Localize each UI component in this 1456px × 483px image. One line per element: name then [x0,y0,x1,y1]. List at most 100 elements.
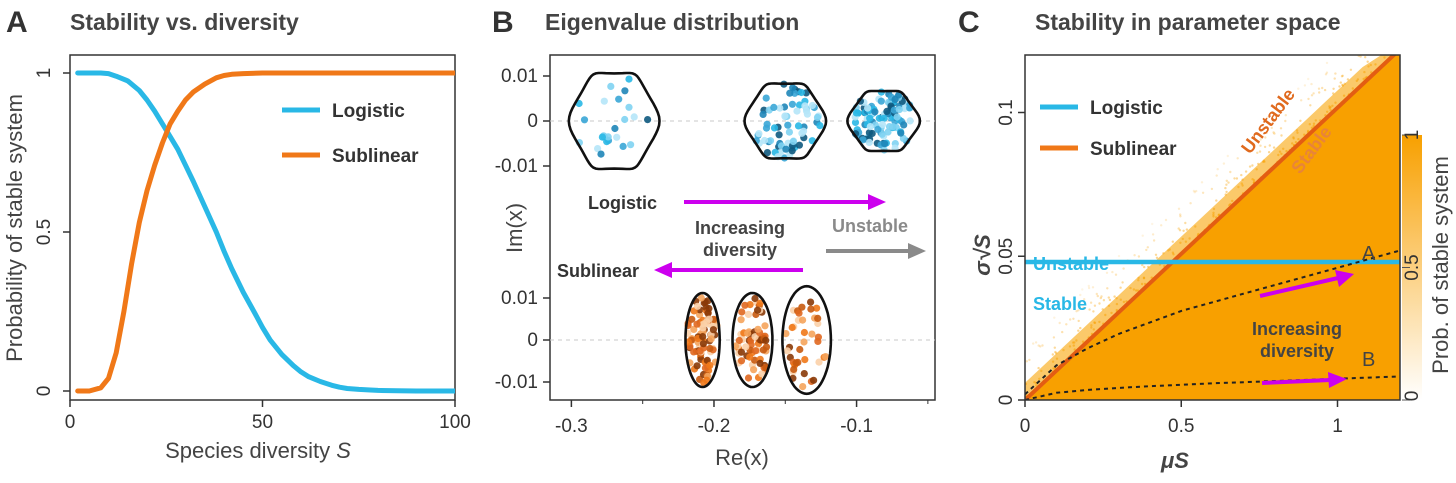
panel-b-sublinear-point [690,348,698,356]
panel-c-speckle [1040,369,1043,373]
panel-b-sublinear-point [761,322,769,330]
panel-b-logistic-point [621,115,629,124]
panel-c-speckle [1152,239,1156,242]
panel-b-logistic-point [788,147,796,155]
panel-b-logistic-point [755,130,763,138]
panel-b-logistic-point [789,137,797,146]
panel-c-speckle [1252,179,1256,182]
panel-b-logistic-point [604,133,612,141]
panel-c-speckle [1133,254,1136,257]
panel-b-logistic-outline-2 [846,89,922,153]
panel-b-logistic-point [763,149,772,157]
panel-c-speckle [1272,146,1276,149]
panel-c-speckle [1355,79,1359,83]
panel-b-sublinear-point [742,343,750,351]
panel-c-speckle [1346,78,1350,81]
panel-c-speckle [1295,129,1299,132]
panel-c-ticks: 0 0.5 1 0 0.05 0.1 [996,99,1343,437]
panel-c-speckle [1308,123,1312,126]
panel-c-speckle [1240,182,1244,185]
panel-c-speckle [1122,267,1125,270]
panel-b-logistic-point [619,142,627,150]
panel-b-logistic-point [803,110,812,118]
panel-c-speckle [1055,352,1058,355]
panel-b-sublinear-point [788,323,796,332]
panel-c-speckle [1366,60,1369,63]
panel-c-speckle [1262,160,1265,163]
panel-b-logistic-point [852,109,861,117]
panel-b-sublinear-point [814,319,822,328]
panel-c-speckle [1236,157,1239,160]
panel-c-speckle [1339,81,1343,84]
panel-c-arrow-a [1259,270,1354,298]
panel-c-speckle [1167,249,1170,252]
panel-c-speckle [1164,218,1168,222]
panel-c-speckle [1075,310,1078,313]
panel-b-xlabel: Re(x) [715,445,769,470]
panel-c-speckle [1294,141,1298,144]
panel-b-logistic-point [621,87,629,95]
panel-c-speckle [1318,91,1321,94]
panel-b-logistic-point [808,101,817,110]
panel-c-speckle [1107,296,1111,299]
panel-b-title: Eigenvalue distribution [545,9,799,35]
panel-b-sublinear-point [814,314,822,322]
panel-c-speckle [1299,119,1302,123]
panel-c-speckle [1137,255,1141,258]
panel-c-speckle [1310,82,1313,86]
panel-b-xtick-label-1: -0.2 [698,416,731,437]
panel-a-ytick-label-2: 1 [34,68,55,79]
panel-c-speckle [1075,339,1078,342]
panel-b-logistic-point [851,118,860,126]
panel-c-speckle [1262,159,1266,162]
panel-c-stable-logistic: Stable [1033,294,1087,314]
panel-a-lines [75,70,455,394]
panel-b-logistic-outline-0 [567,71,661,171]
panel-c-speckle [1025,360,1029,363]
panel-c-speckle [1122,300,1126,304]
panel-b-xtick-label-2: -0.1 [840,416,873,437]
panel-b-sublinear-point [815,358,823,366]
panel-c-speckle [1142,277,1146,280]
panel-b-logistic-point [770,103,778,111]
panel-c-speckle [1134,289,1138,292]
panel-c-speckle [1338,85,1341,88]
panel-c-speckle [1140,282,1144,286]
panel-c-speckle [1349,68,1353,72]
panel-c-speckle [1058,321,1061,325]
panel-c-speckle [1041,344,1044,347]
panel-b-clusters [567,71,922,396]
panel-b-sublinear-label: Sublinear [557,261,639,281]
panel-b-sublinear-point [808,330,816,338]
panel-b-bottom-ytick-label-0: 0.01 [501,288,538,309]
panel-b-logistic-point [613,133,621,141]
panel-c-speckle [1244,170,1248,173]
panel-c-speckle [1115,302,1119,306]
panel-b-sublinear-point [693,302,702,310]
panel-b-logistic-point [801,102,809,110]
panel-c-speckle [1225,179,1229,182]
panel-c-speckle [1053,316,1056,319]
panel-c-speckle [1309,104,1312,107]
panel-c-speckle [1268,144,1272,147]
panel-c-speckle [1104,313,1107,317]
panel-c-speckle [1154,253,1158,256]
panel-c-speckle [1182,229,1185,232]
panel-c-speckle [1141,263,1144,267]
legend-a-logistic-label: Logistic [332,101,405,122]
panel-c-speckle [1179,213,1182,216]
panel-c-speckle [1039,345,1042,348]
panel-b-sublinear-point [782,330,790,338]
panel-b-logistic-point [795,141,804,149]
panel-c-speckle [1212,213,1215,216]
panel-b-logistic-point [776,104,784,112]
panel-c-speckle [1098,320,1101,324]
panel-b-sublinear-point [700,320,708,328]
panel-c-speckle [1069,318,1072,321]
panel-b-logistic-point [760,136,769,145]
panel-b-logistic-point [580,116,589,124]
panel-b-sublinear-point [735,336,743,345]
panel-b-logistic-point [865,138,873,146]
panel-c-increasing-line1: Increasing [1252,319,1342,339]
panel-b-top-ytick-label-0: 0.01 [501,66,538,87]
